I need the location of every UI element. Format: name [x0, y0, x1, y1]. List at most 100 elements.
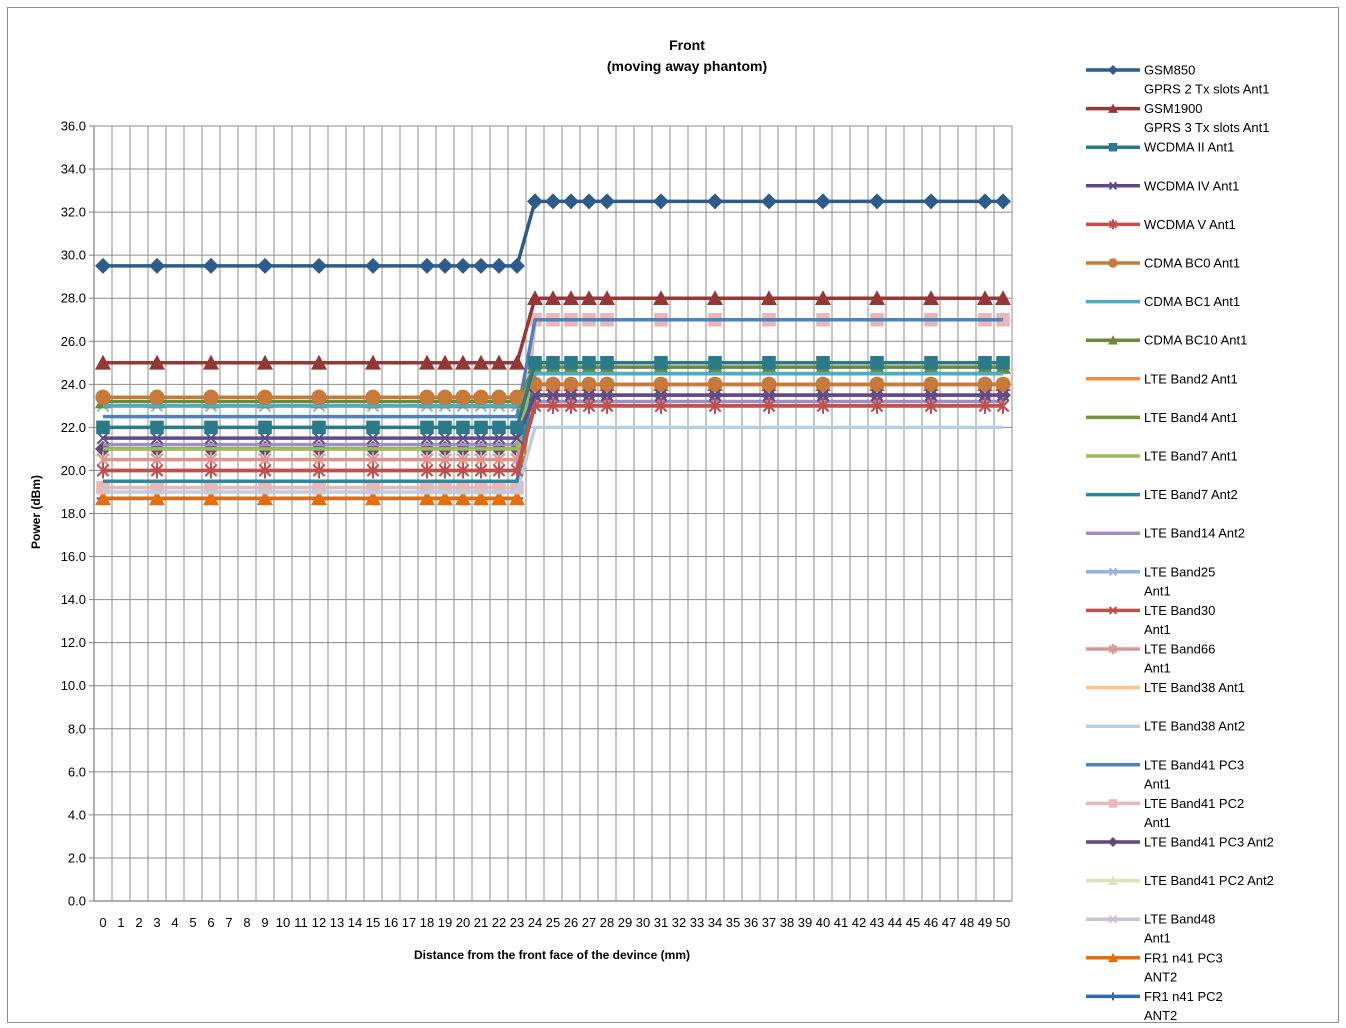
x-tick-label: 32	[672, 915, 686, 930]
data-point	[509, 490, 525, 506]
x-tick-label: 4	[171, 915, 178, 930]
series-wcdma-ii-ant1	[96, 356, 1010, 435]
x-tick-label: 50	[996, 915, 1010, 930]
data-point	[599, 290, 615, 306]
data-point	[257, 389, 273, 405]
data-point	[869, 290, 885, 306]
data-point	[473, 354, 489, 370]
data-point	[564, 397, 578, 414]
legend-entry: WCDMA II Ant1	[1086, 140, 1234, 155]
data-point	[978, 397, 992, 414]
x-tick-label: 22	[492, 915, 506, 930]
x-tick-label: 26	[564, 915, 578, 930]
data-point	[311, 257, 327, 274]
data-point	[203, 389, 219, 405]
data-point	[96, 431, 110, 445]
y-tick-label: 4.0	[68, 807, 86, 822]
data-point	[869, 376, 885, 392]
data-point	[509, 389, 525, 405]
x-tick-label: 24	[528, 915, 542, 930]
legend-entry: LTE Band41 PC3 Ant1	[1086, 757, 1244, 791]
chart-frame	[7, 7, 1339, 1023]
x-tick-label: 28	[600, 915, 614, 930]
data-point	[563, 376, 579, 392]
legend-entry: LTE Band41 PC2 Ant2	[1086, 873, 1274, 888]
data-point	[653, 290, 669, 306]
x-tick-label: 6	[207, 915, 214, 930]
data-point	[312, 462, 326, 479]
data-point	[150, 462, 164, 479]
data-point	[456, 420, 470, 435]
data-point	[1108, 181, 1118, 191]
data-point	[311, 389, 327, 405]
data-point	[762, 356, 776, 370]
legend-label: LTE Band7 Ant1	[1144, 449, 1238, 464]
y-tick-label: 18.0	[61, 506, 86, 521]
legend-label: LTE Band41 PC3	[1144, 757, 1244, 772]
data-point	[654, 388, 668, 402]
legend-entry: LTE Band2 Ant1	[1086, 371, 1238, 386]
y-tick-label: 28.0	[61, 291, 86, 306]
data-point	[870, 397, 884, 414]
data-point	[455, 389, 471, 405]
data-point	[366, 431, 380, 445]
data-point	[365, 389, 381, 405]
legend-label: LTE Band25	[1144, 564, 1215, 579]
x-tick-label: 10	[276, 915, 290, 930]
data-point	[1108, 644, 1118, 654]
data-point	[600, 397, 614, 414]
legend-entry: LTE Band4 Ant1	[1086, 410, 1238, 425]
y-axis-ticks: 0.0 2.0 4.0 6.0 8.0 10.0 12.0 14.0 16.0 18.0 20.0 2…	[61, 119, 94, 909]
y-tick-label: 26.0	[61, 334, 86, 349]
data-point	[1108, 952, 1118, 963]
data-point	[149, 490, 165, 506]
y-tick-label: 12.0	[61, 635, 86, 650]
legend-label: GSM850	[1144, 63, 1195, 78]
data-point	[203, 257, 219, 274]
y-tick-label: 10.0	[61, 678, 86, 693]
x-tick-label: 43	[870, 915, 884, 930]
legend-label: GPRS 3 Tx slots Ant1	[1144, 120, 1269, 135]
x-tick-label: 8	[243, 915, 250, 930]
x-tick-label: 29	[618, 915, 632, 930]
data-point	[204, 420, 218, 435]
data-point	[491, 354, 507, 370]
data-point	[599, 193, 615, 210]
legend-label: LTE Band41 PC3 Ant2	[1144, 835, 1274, 850]
data-point	[581, 290, 597, 306]
x-tick-label: 7	[225, 915, 232, 930]
data-point	[977, 376, 993, 392]
data-point	[582, 397, 596, 414]
data-point	[1108, 65, 1118, 75]
data-point	[311, 490, 327, 506]
legend-label: Ant1	[1144, 815, 1171, 830]
data-point	[1108, 914, 1118, 924]
data-point	[419, 354, 435, 370]
data-point	[509, 257, 525, 274]
legend-label: WCDMA IV Ant1	[1144, 178, 1239, 193]
x-tick-label: 38	[780, 915, 794, 930]
data-point	[528, 388, 542, 402]
y-tick-label: 0.0	[68, 894, 86, 909]
data-point	[437, 490, 453, 506]
legend-label: LTE Band38 Ant2	[1144, 719, 1245, 734]
data-point	[816, 397, 830, 414]
series-gsm1900-gprs-3-tx-slots-ant1	[95, 290, 1011, 370]
legend-entry: LTE Band25 Ant1	[1086, 564, 1215, 598]
data-point	[95, 389, 111, 405]
data-point	[1108, 837, 1118, 847]
data-point	[473, 490, 489, 506]
data-point	[707, 290, 723, 306]
data-point	[365, 490, 381, 506]
x-tick-label: 3	[153, 915, 160, 930]
data-point	[510, 420, 524, 435]
x-tick-label: 1	[117, 915, 124, 930]
data-point	[978, 356, 992, 370]
data-point	[582, 388, 596, 402]
data-point	[257, 490, 273, 506]
data-point	[923, 193, 939, 210]
data-point	[95, 490, 111, 506]
legend-label: LTE Band66	[1144, 642, 1215, 657]
legend-label: LTE Band4 Ant1	[1144, 410, 1238, 425]
x-tick-label: 2	[135, 915, 142, 930]
